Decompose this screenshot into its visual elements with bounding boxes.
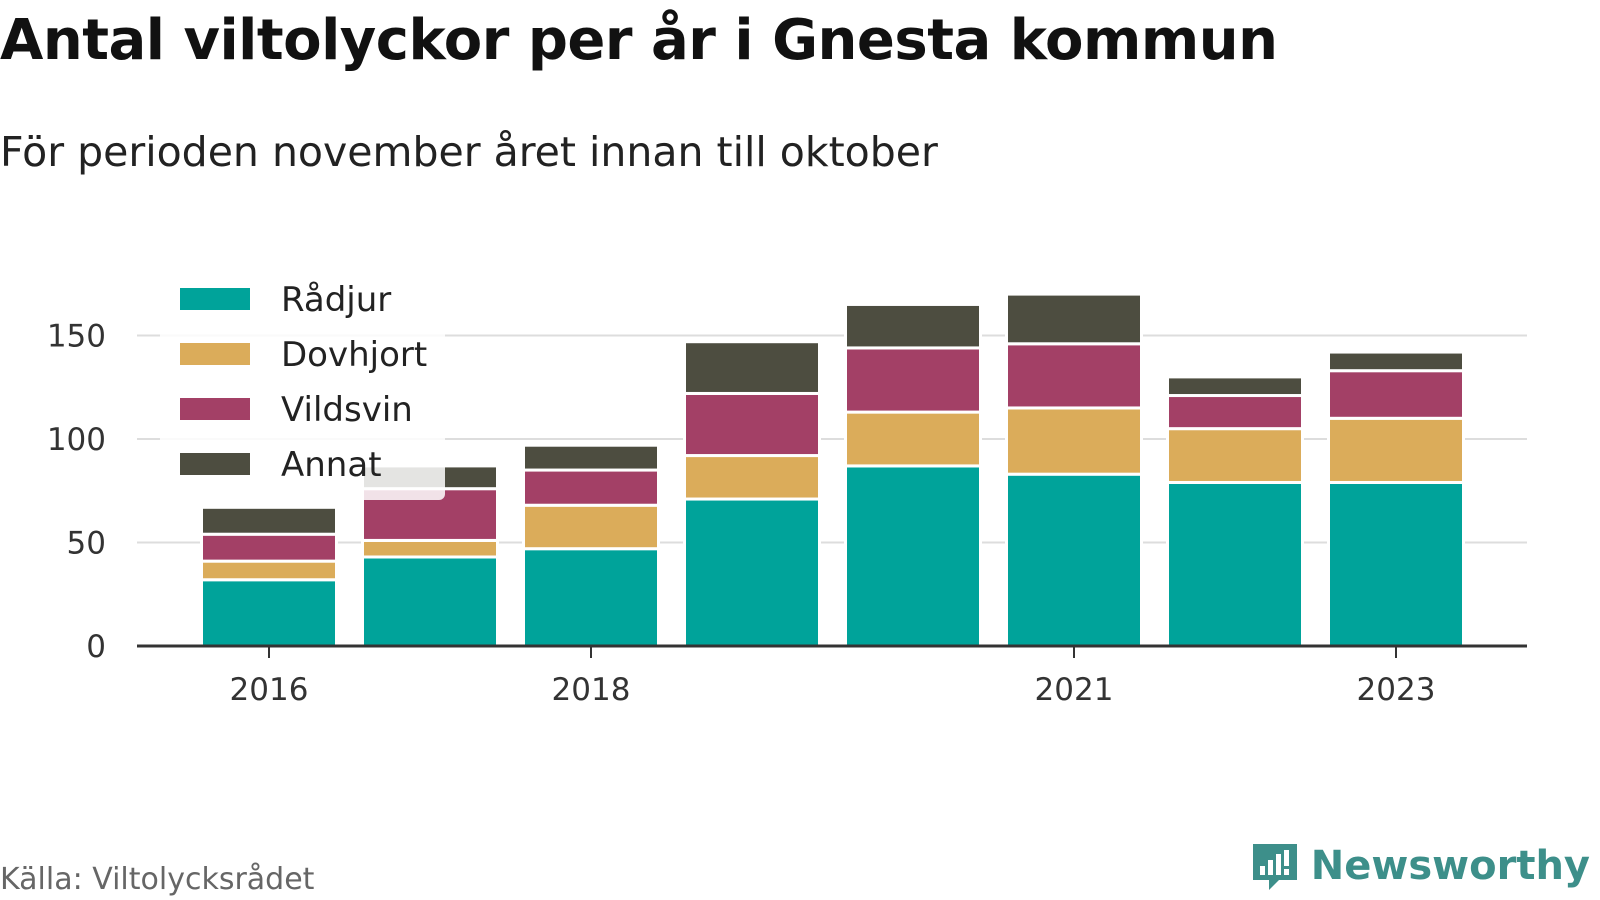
- bar-segment: [1166, 375, 1304, 398]
- bar-segment: [200, 578, 338, 648]
- bar-segment: [1166, 480, 1304, 648]
- bar-segment: [1005, 292, 1143, 346]
- legend-label: Annat: [281, 445, 382, 485]
- legend-label: Rådjur: [281, 280, 391, 320]
- bar-segment: [361, 538, 499, 559]
- bar-segment: [200, 505, 338, 536]
- bar-segment: [1166, 427, 1304, 484]
- bar-segment: [1327, 480, 1465, 648]
- x-tick-label: 2021: [1035, 672, 1114, 708]
- y-tick-label: 0: [86, 629, 106, 665]
- bar-segment: [683, 391, 821, 458]
- bar-segment: [522, 503, 660, 551]
- bar-segment: [844, 464, 982, 648]
- bar-segment: [1327, 369, 1465, 420]
- bar-segment: [522, 468, 660, 507]
- chart-subtitle: För perioden november året innan till ok…: [0, 128, 938, 176]
- x-tick-label: 2023: [1357, 672, 1436, 708]
- legend-swatch: [180, 398, 250, 420]
- bar-segment: [522, 443, 660, 472]
- x-tick-label: 2018: [552, 672, 631, 708]
- bar-segment: [200, 532, 338, 563]
- bar-segment: [1166, 394, 1304, 431]
- y-tick-label: 50: [67, 526, 106, 562]
- legend-box: [160, 270, 445, 500]
- brand-logo[interactable]: Newsworthy: [1249, 840, 1590, 892]
- bar-segment: [200, 559, 338, 582]
- legend-label: Vildsvin: [281, 390, 413, 430]
- chart-title: Antal viltolyckor per år i Gnesta kommun: [0, 8, 1278, 73]
- source-note: Källa: Viltolycksrådet: [0, 862, 315, 897]
- bar-segment: [683, 497, 821, 648]
- legend-swatch: [180, 288, 250, 310]
- bar-segment: [1327, 416, 1465, 484]
- legend-swatch: [180, 453, 250, 475]
- bar-segment: [522, 547, 660, 648]
- bar-segment: [1005, 406, 1143, 476]
- legend-label: Dovhjort: [281, 335, 427, 375]
- bar-segment: [844, 302, 982, 350]
- bar-segment: [844, 346, 982, 414]
- newsworthy-logo-icon: [1252, 844, 1297, 890]
- bar-segment: [361, 555, 499, 648]
- brand-name: Newsworthy: [1310, 843, 1590, 889]
- bar-segment: [683, 454, 821, 501]
- bar-segment: [1005, 342, 1143, 410]
- bar-segment: [683, 340, 821, 395]
- bar-segment: [844, 410, 982, 468]
- y-tick-label: 100: [47, 422, 106, 458]
- x-tick-label: 2016: [230, 672, 309, 708]
- bar-segment: [1005, 472, 1143, 648]
- bar-segment: [1327, 350, 1465, 373]
- y-tick-label: 150: [47, 319, 106, 355]
- legend-swatch: [180, 343, 250, 365]
